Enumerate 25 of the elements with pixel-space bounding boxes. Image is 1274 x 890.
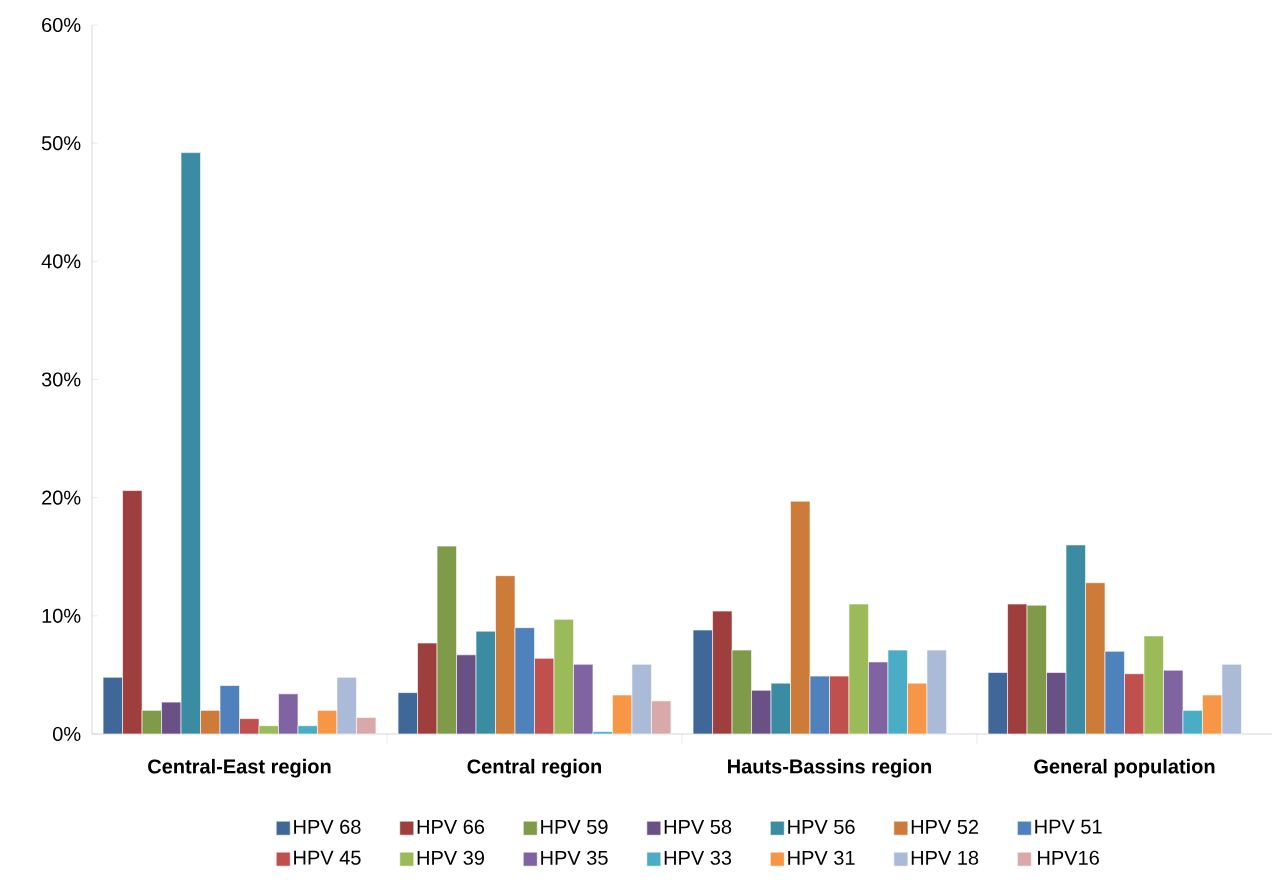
y-tick-label: 50% [41, 136, 81, 151]
y-tick-label: 60% [42, 17, 81, 33]
legend-label: HPV16 [1038, 850, 1099, 865]
x-tick-label: General population [1034, 758, 1215, 778]
legend-label: HPV 33 [664, 850, 732, 865]
x-tick-label: Hauts-Bassins region [728, 758, 932, 778]
legend-label: HPV 51 [1035, 819, 1102, 834]
y-tick-label: 40% [41, 254, 81, 269]
legend-label: HPV 68 [294, 819, 361, 834]
legend-label: HPV 66 [417, 819, 485, 834]
legend-label: HPV 45 [294, 850, 361, 865]
legend-label: HPV 31 [788, 850, 855, 865]
x-tick-label: Central region [467, 758, 602, 778]
y-tick-label: 20% [42, 490, 81, 505]
legend-label: HPV 39 [417, 850, 485, 865]
y-tick-label: 30% [41, 372, 81, 387]
legend-label: HPV 52 [911, 819, 979, 834]
legend-label: HPV 58 [664, 819, 732, 834]
legend-label: HPV 56 [788, 819, 855, 834]
x-tick-label: Central-East region [148, 758, 331, 778]
legend-label: HPV 59 [541, 819, 608, 834]
y-tick-label: 10% [42, 608, 81, 623]
legend-label: HPV 35 [541, 850, 608, 865]
legend-label: HPV 18 [911, 850, 979, 865]
y-tick-label: 0% [53, 726, 81, 742]
